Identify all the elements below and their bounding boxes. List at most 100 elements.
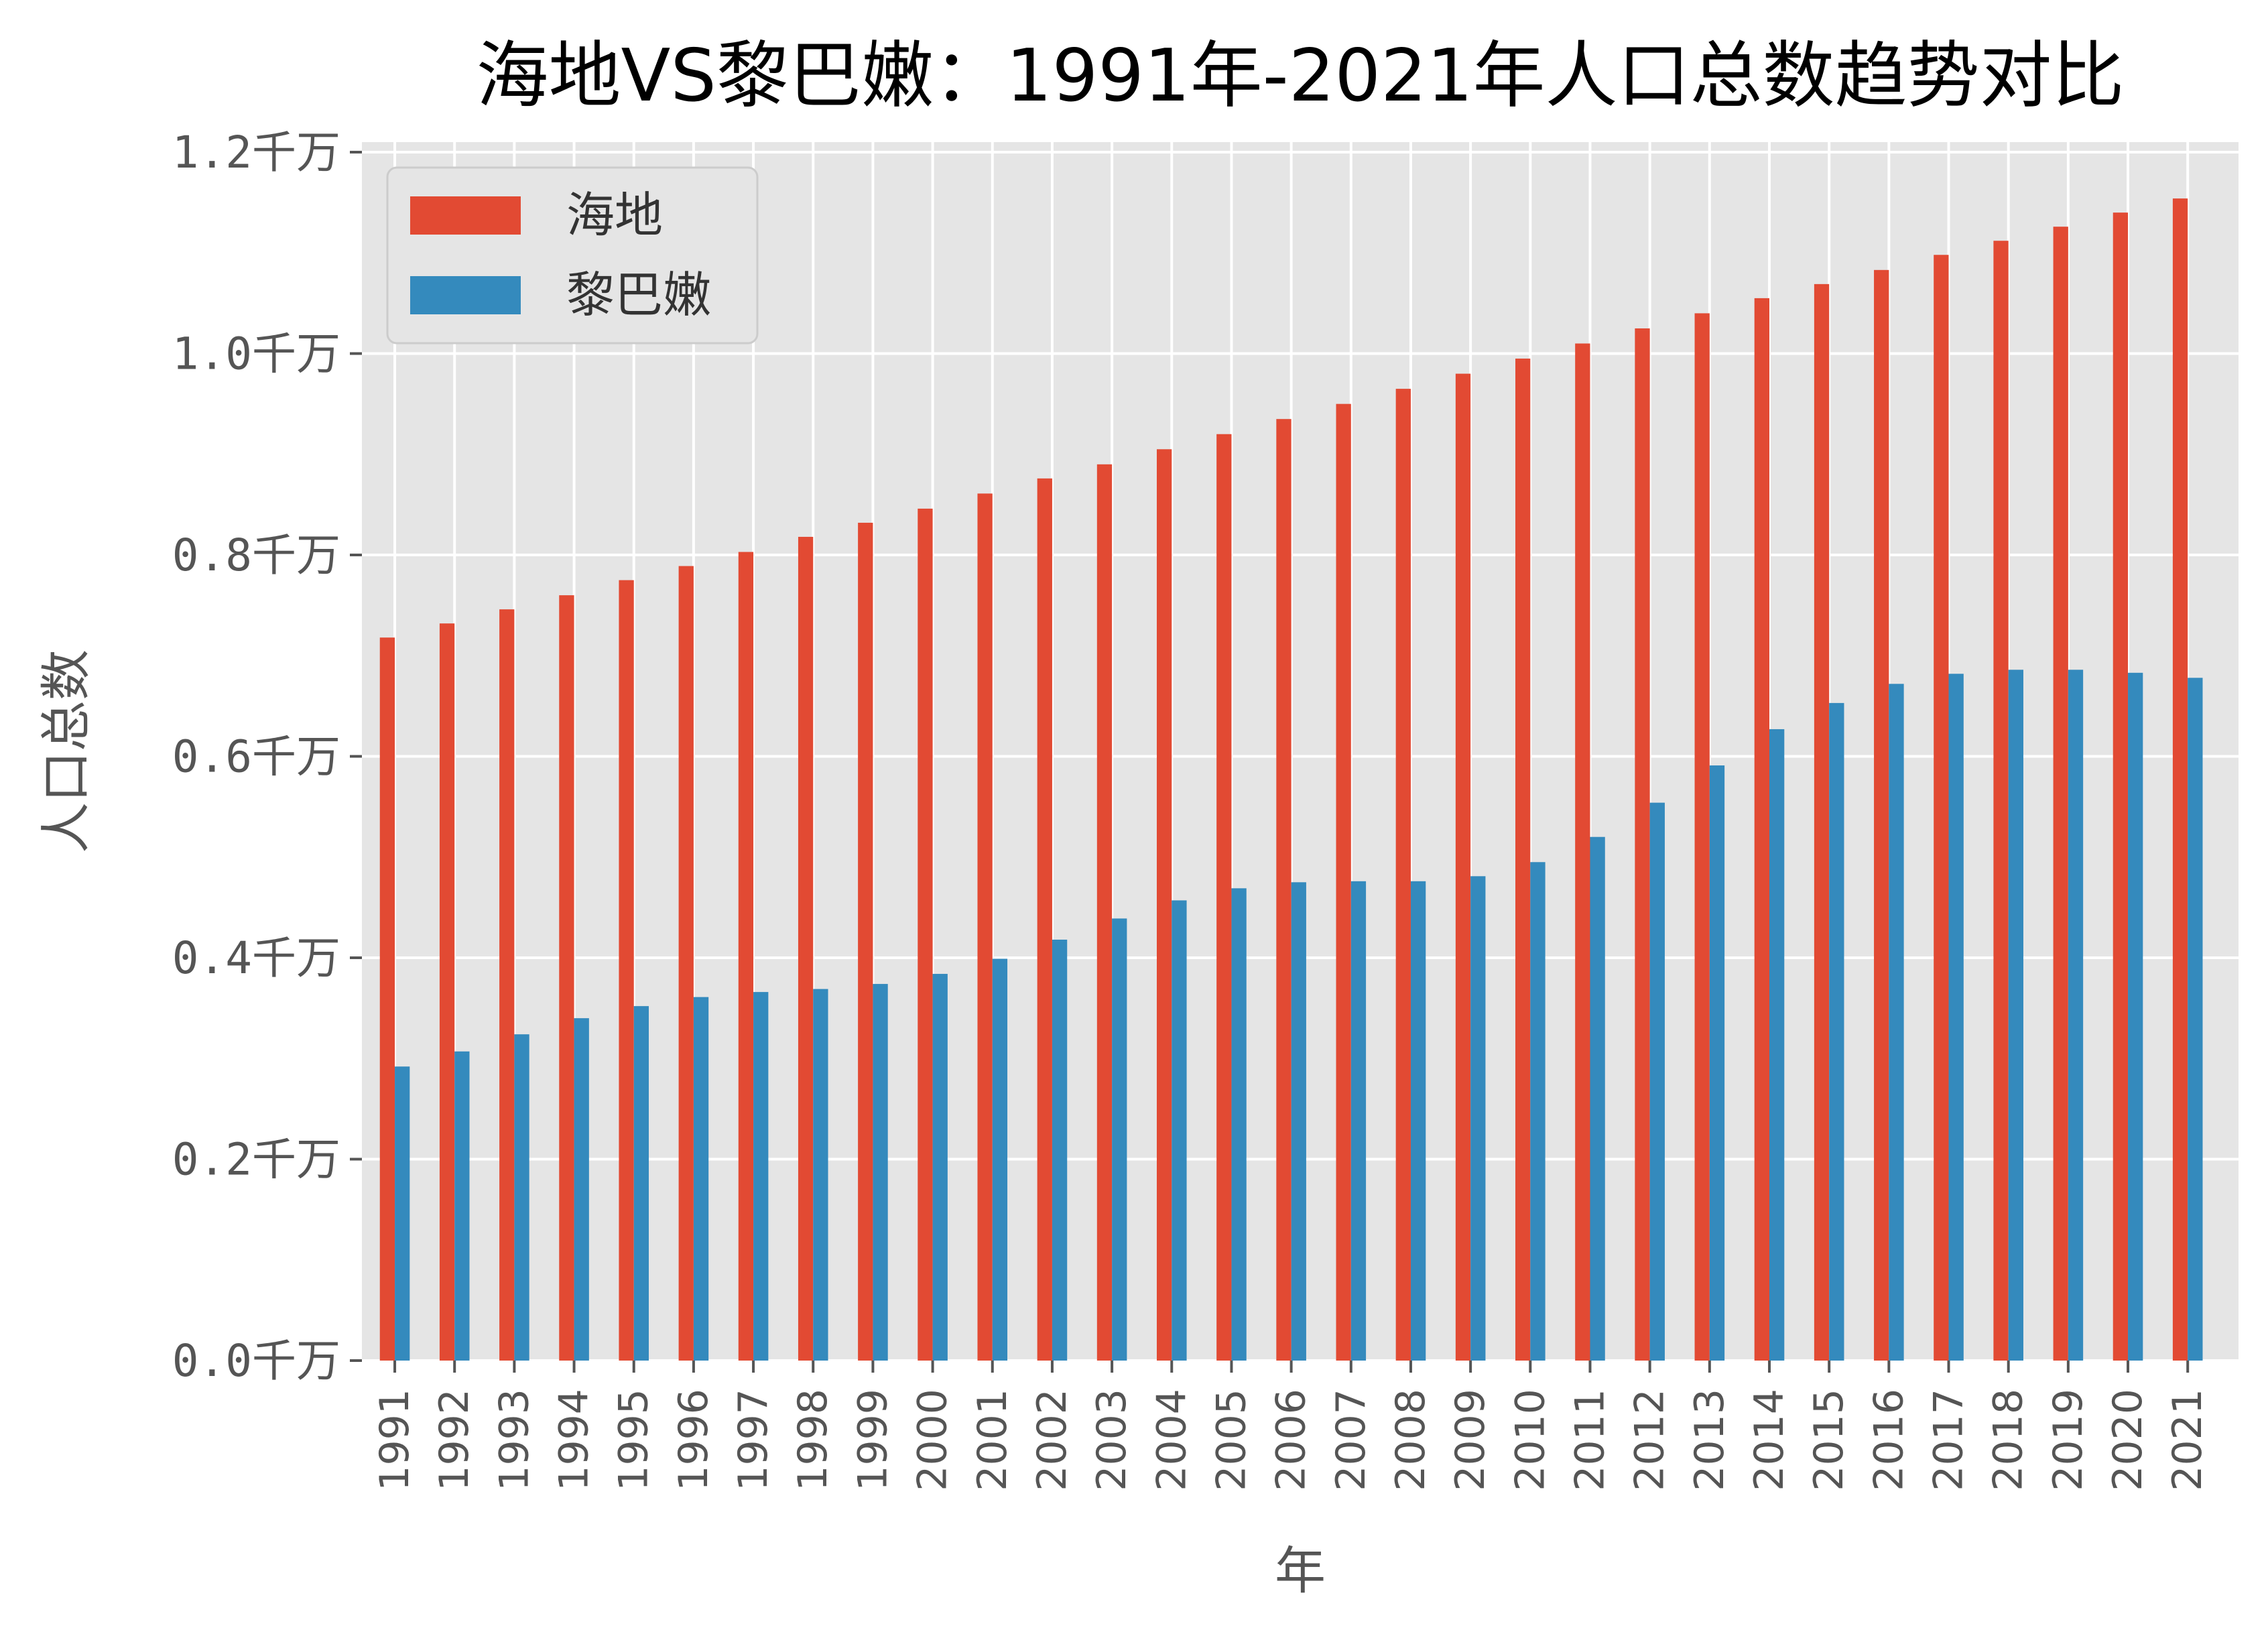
bar-lebanon — [2188, 678, 2203, 1361]
bar-lebanon — [2068, 670, 2084, 1361]
y-tick-label: 0.4千万 — [172, 932, 340, 984]
x-tick-label: 2007 — [1328, 1389, 1375, 1491]
bar-lebanon — [1948, 674, 1964, 1361]
x-tick-label: 2015 — [1806, 1389, 1852, 1491]
x-tick-label: 1997 — [730, 1389, 777, 1491]
bar-haiti — [1395, 389, 1411, 1361]
x-tick-label: 2000 — [909, 1389, 956, 1491]
bar-haiti — [499, 609, 515, 1361]
bar-lebanon — [873, 984, 888, 1361]
y-tick-label: 0.8千万 — [172, 529, 340, 581]
bar-haiti — [619, 580, 634, 1361]
bar-lebanon — [1231, 888, 1247, 1361]
legend-swatch-haiti — [410, 196, 521, 235]
bar-lebanon — [1350, 881, 1367, 1361]
x-tick-label: 1994 — [551, 1389, 598, 1491]
bar-lebanon — [574, 1018, 589, 1361]
bar-haiti — [1874, 269, 1889, 1361]
x-tick-label: 2013 — [1686, 1389, 1733, 1491]
bar-haiti — [977, 493, 993, 1361]
x-tick-label: 2008 — [1387, 1389, 1434, 1491]
x-tick-label: 2003 — [1088, 1389, 1135, 1491]
x-tick-label: 2018 — [1985, 1389, 2032, 1491]
y-tick-label: 0.0千万 — [172, 1335, 340, 1387]
x-tick-label: 2014 — [1746, 1389, 1793, 1491]
bar-lebanon — [1112, 918, 1127, 1361]
bar-lebanon — [633, 1006, 649, 1361]
x-tick-label: 1998 — [790, 1389, 836, 1491]
x-tick-label: 2002 — [1029, 1389, 1076, 1491]
x-tick-label: 2001 — [969, 1389, 1016, 1491]
bar-lebanon — [932, 974, 948, 1361]
bar-lebanon — [2128, 672, 2143, 1361]
y-tick-label: 1.2千万 — [172, 127, 340, 178]
x-tick-label: 2005 — [1208, 1389, 1255, 1491]
bar-lebanon — [514, 1034, 529, 1361]
bar-haiti — [1934, 255, 1949, 1361]
bar-haiti — [1694, 313, 1710, 1361]
x-tick-label: 1992 — [431, 1389, 478, 1491]
y-axis-label: 人口总数 — [36, 649, 96, 853]
bar-haiti — [738, 552, 754, 1361]
x-tick-label: 2011 — [1566, 1389, 1613, 1491]
bar-lebanon — [1709, 765, 1725, 1361]
bar-lebanon — [1172, 900, 1187, 1361]
bar-lebanon — [454, 1051, 470, 1361]
x-tick-label: 2010 — [1507, 1389, 1554, 1491]
bar-lebanon — [1530, 862, 1546, 1361]
bar-haiti — [678, 566, 694, 1361]
bar-lebanon — [1470, 876, 1486, 1361]
x-tick-label: 2006 — [1268, 1389, 1315, 1491]
bar-haiti — [2113, 212, 2129, 1361]
y-tick-label: 1.0千万 — [172, 328, 340, 380]
x-tick-label: 2012 — [1627, 1389, 1674, 1491]
bar-lebanon — [1291, 882, 1306, 1361]
x-tick-label: 1996 — [670, 1389, 717, 1491]
bar-haiti — [1814, 284, 1830, 1361]
y-tick-label: 0.2千万 — [172, 1134, 340, 1186]
bar-lebanon — [693, 997, 709, 1361]
bar-lebanon — [1649, 802, 1665, 1361]
bar-haiti — [1216, 434, 1232, 1361]
bar-lebanon — [1769, 729, 1785, 1361]
x-tick-label: 1999 — [849, 1389, 896, 1491]
bar-haiti — [439, 623, 455, 1361]
legend-swatch-lebanon — [410, 276, 521, 314]
bar-haiti — [379, 637, 395, 1361]
x-axis-label: 年 — [1275, 1541, 1326, 1601]
bar-haiti — [1993, 241, 2009, 1361]
x-tick-label: 2021 — [2164, 1389, 2211, 1491]
bar-lebanon — [2008, 670, 2023, 1361]
bar-haiti — [1156, 449, 1172, 1361]
bar-haiti — [918, 508, 933, 1361]
bar-haiti — [1635, 328, 1650, 1361]
bar-haiti — [2172, 198, 2188, 1361]
bar-lebanon — [813, 989, 828, 1361]
bar-haiti — [1455, 373, 1471, 1361]
bar-haiti — [2053, 227, 2068, 1361]
bar-lebanon — [395, 1066, 410, 1361]
bar-lebanon — [1889, 684, 1904, 1361]
bar-haiti — [1037, 478, 1052, 1361]
legend-label-lebanon: 黎巴嫩 — [566, 267, 711, 323]
bar-haiti — [1754, 298, 1769, 1361]
bar-lebanon — [1590, 836, 1605, 1361]
bar-lebanon — [1829, 702, 1844, 1361]
x-tick-label: 2017 — [1926, 1389, 1972, 1491]
x-tick-label: 2019 — [2045, 1389, 2092, 1491]
x-tick-label: 1995 — [611, 1389, 657, 1491]
x-tick-label: 2004 — [1148, 1389, 1195, 1491]
x-tick-label: 2009 — [1447, 1389, 1494, 1491]
bar-haiti — [1096, 464, 1113, 1361]
bar-lebanon — [1052, 939, 1068, 1361]
bars — [379, 198, 2203, 1361]
bar-haiti — [1276, 419, 1292, 1361]
x-tick-label: 1991 — [371, 1389, 418, 1491]
bar-haiti — [1575, 343, 1590, 1361]
legend-label-haiti: 海地 — [566, 187, 663, 243]
bar-haiti — [1336, 403, 1351, 1361]
bar-lebanon — [992, 958, 1008, 1361]
chart-title: 海地VS黎巴嫩：1991年-2021年人口总数趋势对比 — [476, 34, 2124, 118]
bar-haiti — [559, 595, 574, 1361]
